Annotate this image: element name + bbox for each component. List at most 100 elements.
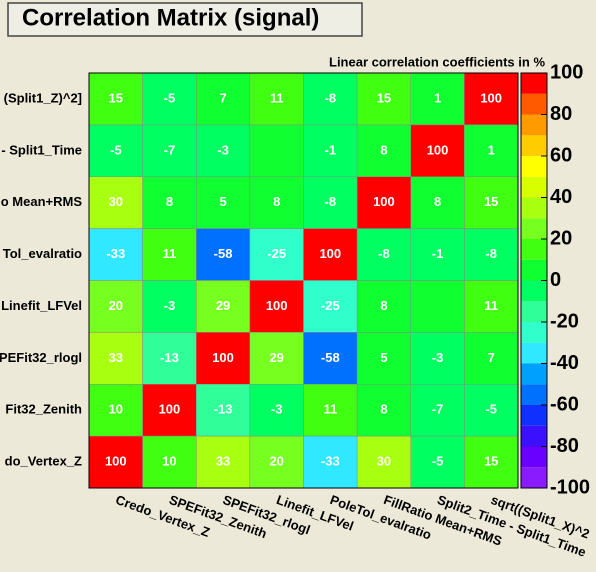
cell xyxy=(142,176,197,229)
palette-swatch xyxy=(521,384,547,405)
cell-label: 5 xyxy=(380,350,387,365)
palette-swatch xyxy=(521,342,547,364)
cell xyxy=(356,72,411,126)
cell-label: -3 xyxy=(217,142,229,157)
cell-label: 11 xyxy=(323,402,337,417)
y-tick-label: do_Vertex_Z xyxy=(5,454,82,469)
palette-swatch xyxy=(521,259,547,281)
cell xyxy=(196,384,251,437)
palette-swatch xyxy=(521,301,547,322)
cell-label: 100 xyxy=(480,90,502,105)
z-tick-label: 40 xyxy=(550,186,572,208)
cell xyxy=(356,176,411,229)
y-tick-label: - Split1_Time xyxy=(1,142,82,157)
cell-label: 15 xyxy=(377,90,391,105)
cell xyxy=(356,228,411,281)
cell xyxy=(410,124,465,177)
z-tick-label: -100 xyxy=(550,476,590,498)
cell-label: 100 xyxy=(159,402,181,417)
cell-label: 1 xyxy=(488,142,495,157)
cell xyxy=(88,124,143,177)
cell-label: 11 xyxy=(163,246,177,261)
cell-label: -8 xyxy=(325,194,337,209)
cell xyxy=(196,176,251,229)
z-tick-label: -40 xyxy=(550,352,579,374)
palette-swatch xyxy=(521,239,547,260)
cell xyxy=(196,332,251,385)
cell-label: 1 xyxy=(434,90,441,105)
palette-swatch xyxy=(521,363,547,385)
cell xyxy=(303,384,358,437)
y-tick-label: o Mean+RMS xyxy=(1,194,83,209)
cell xyxy=(356,384,411,437)
cell xyxy=(249,384,304,437)
palette-swatch xyxy=(521,322,547,343)
cell-label: 30 xyxy=(109,194,123,209)
palette-swatch xyxy=(521,446,547,468)
cell xyxy=(464,72,519,126)
y-tick-label: PEFit32_rlogl xyxy=(0,350,82,365)
cell xyxy=(464,280,519,333)
cell-label: 8 xyxy=(434,194,441,209)
cell-label: -58 xyxy=(321,350,340,365)
cell-label: 20 xyxy=(109,298,123,313)
cell-label: 8 xyxy=(380,142,387,157)
z-tick-label: 20 xyxy=(550,227,572,249)
cell-label: 10 xyxy=(162,454,176,469)
cell xyxy=(464,384,519,437)
cell xyxy=(142,72,197,126)
cell xyxy=(303,176,358,229)
cell-label: 7 xyxy=(219,90,226,105)
cell-label: 100 xyxy=(105,454,127,469)
y-tick-label: Fit32_Zenith xyxy=(5,402,82,417)
z-tick-label: 60 xyxy=(550,144,572,166)
title-box xyxy=(7,2,363,37)
cell-label: -8 xyxy=(325,90,337,105)
palette-swatch xyxy=(521,176,547,198)
cell-label: 100 xyxy=(266,298,288,313)
palette-swatch xyxy=(521,135,547,156)
cell-label: 30 xyxy=(377,454,391,469)
cell-label: 29 xyxy=(269,350,283,365)
z-tick-label: -20 xyxy=(550,310,579,332)
cell-label: -13 xyxy=(214,402,233,417)
cell-label: -5 xyxy=(110,142,122,157)
cell-label: 8 xyxy=(380,298,387,313)
cell-label: -58 xyxy=(214,246,233,261)
cell-label: -1 xyxy=(432,246,444,261)
cell xyxy=(303,332,358,385)
cell-label: -3 xyxy=(164,298,176,313)
cell-label: 100 xyxy=(212,350,234,365)
cell xyxy=(303,124,358,177)
cell xyxy=(356,124,411,177)
cell-label: -5 xyxy=(432,454,444,469)
cell-label: 11 xyxy=(270,90,284,105)
z-tick-label: 0 xyxy=(550,269,561,291)
cell xyxy=(464,435,519,489)
cell-label: -33 xyxy=(321,454,340,469)
z-tick-label: -60 xyxy=(550,393,579,415)
cell-label: 8 xyxy=(166,194,173,209)
cell xyxy=(410,435,465,489)
cell xyxy=(464,124,519,177)
z-tick-label: 100 xyxy=(550,61,583,83)
cell xyxy=(88,280,143,333)
palette-swatch xyxy=(521,73,547,94)
palette-swatch xyxy=(521,114,547,136)
cell-label: 100 xyxy=(427,142,449,157)
cell xyxy=(249,435,304,489)
cell xyxy=(410,176,465,229)
cell xyxy=(249,124,304,177)
cell xyxy=(356,332,411,385)
cell-label: -8 xyxy=(378,246,390,261)
cell-label: -13 xyxy=(160,350,179,365)
cell-label: 11 xyxy=(484,298,498,313)
palette-swatch xyxy=(521,156,547,177)
cell-label: -5 xyxy=(164,90,176,105)
cell-label: 29 xyxy=(216,298,230,313)
cell xyxy=(88,176,143,229)
cell xyxy=(196,435,251,489)
cell-label: -33 xyxy=(106,246,125,261)
z-tick-label: -80 xyxy=(550,435,579,457)
cell-label: 33 xyxy=(216,454,230,469)
